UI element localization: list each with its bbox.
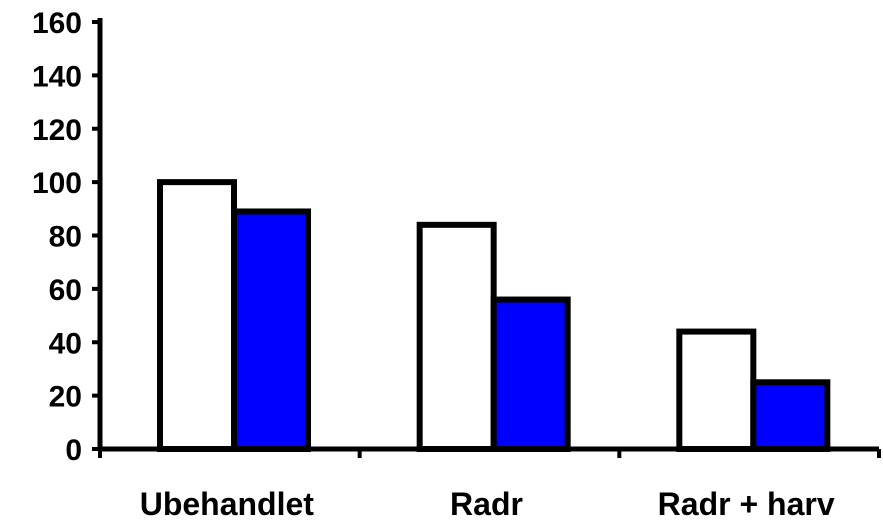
bar-series-2-radr-harv — [750, 379, 831, 452]
y-tick-label: 80 — [49, 221, 82, 254]
x-category-label: Radr + harv — [658, 486, 835, 522]
y-tick-label: 140 — [32, 60, 82, 93]
x-category-label: Radr — [450, 486, 523, 522]
bar-series-1-radr — [416, 221, 497, 452]
y-tick-label: 20 — [49, 381, 82, 414]
bar-series-2-ubehandlet — [231, 208, 311, 452]
bar-series-1-radr-harv — [676, 328, 757, 453]
bar-series-2-radr — [490, 296, 571, 452]
y-tick-label: 100 — [32, 167, 82, 200]
y-tick-label: 160 — [32, 7, 82, 40]
y-tick-label: 0 — [65, 434, 82, 467]
x-category-label: Ubehandlet — [140, 486, 315, 522]
x-axis: Ubehandlet Radr Radr + harv — [98, 446, 881, 522]
y-tick-label: 40 — [49, 327, 82, 360]
y-axis: 0 20 40 60 80 100 120 140 160 — [32, 7, 103, 467]
bar-series-1-ubehandlet — [157, 179, 237, 452]
bars — [157, 179, 831, 453]
y-tick-label: 120 — [32, 114, 82, 147]
y-tick-label: 60 — [49, 274, 82, 307]
